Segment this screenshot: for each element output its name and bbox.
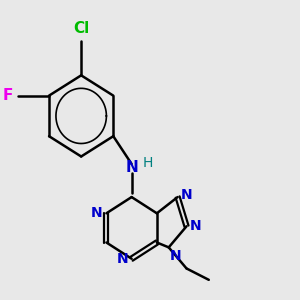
Text: N: N [91,206,103,220]
Text: F: F [3,88,13,103]
Text: H: H [143,156,153,170]
Text: N: N [116,252,128,266]
Text: N: N [170,249,182,263]
Text: Cl: Cl [73,21,89,36]
Text: N: N [190,219,202,233]
Text: N: N [181,188,193,203]
Text: N: N [125,160,138,175]
